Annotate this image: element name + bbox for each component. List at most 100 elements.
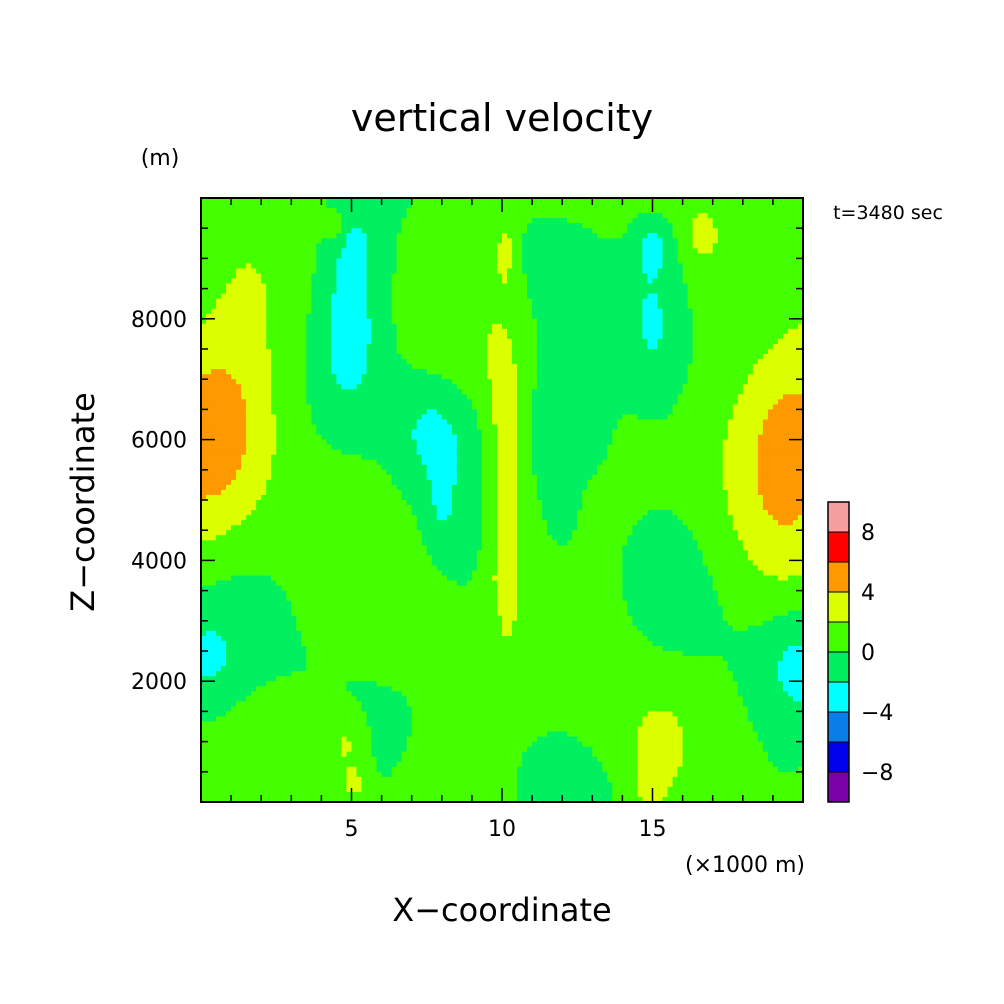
contour-cell	[251, 515, 257, 521]
contour-cell	[236, 782, 242, 788]
contour-cell	[206, 777, 212, 783]
contour-cell	[352, 460, 358, 466]
contour-cell	[306, 666, 312, 672]
contour-cell	[281, 787, 287, 793]
contour-cell	[367, 284, 373, 290]
contour-cell	[241, 545, 247, 551]
contour-cell	[352, 656, 358, 662]
contour-cell	[326, 676, 332, 682]
contour-cell	[276, 419, 282, 425]
contour-cell	[357, 445, 363, 451]
contour-cell	[362, 661, 368, 667]
contour-cell	[362, 203, 368, 209]
contour-cell	[392, 465, 398, 471]
contour-cell	[291, 233, 297, 239]
contour-cell	[291, 636, 297, 642]
contour-cell	[357, 334, 363, 340]
contour-cell	[296, 414, 302, 420]
contour-cell	[326, 520, 332, 526]
contour-cell	[251, 555, 257, 561]
contour-cell	[251, 268, 257, 274]
contour-cell	[261, 450, 267, 456]
contour-cell	[221, 545, 227, 551]
contour-cell	[336, 294, 342, 300]
contour-cell	[362, 555, 368, 561]
contour-cell	[326, 651, 332, 657]
contour-cell	[241, 500, 247, 506]
contour-cell	[206, 274, 212, 280]
contour-cell	[216, 228, 222, 234]
contour-cell	[251, 752, 257, 758]
contour-cell	[336, 425, 342, 431]
contour-cell	[367, 565, 373, 571]
contour-cell	[316, 379, 322, 385]
contour-cell	[226, 586, 232, 592]
contour-cell	[266, 324, 272, 330]
contour-cell	[266, 661, 272, 667]
contour-cell	[236, 505, 242, 511]
contour-cell	[276, 490, 282, 496]
contour-cell	[397, 530, 403, 536]
contour-cell	[336, 611, 342, 617]
contour-cell	[402, 716, 408, 722]
contour-cell	[301, 284, 307, 290]
contour-cell	[407, 218, 413, 224]
contour-cell	[211, 737, 217, 743]
contour-cell	[231, 681, 237, 687]
contour-cell	[336, 274, 342, 280]
contour-cell	[231, 485, 237, 491]
contour-cell	[392, 339, 398, 345]
contour-cell	[246, 480, 252, 486]
contour-cell	[271, 399, 277, 405]
contour-cell	[261, 772, 267, 778]
contour-cell	[372, 334, 378, 340]
contour-cell	[311, 435, 317, 441]
contour-cell	[271, 616, 277, 622]
contour-cell	[226, 394, 232, 400]
contour-cell	[316, 732, 322, 738]
contour-cell	[387, 349, 393, 355]
contour-cell	[377, 364, 383, 370]
contour-cell	[276, 495, 282, 501]
contour-cell	[352, 732, 358, 738]
contour-cell	[336, 535, 342, 541]
contour-cell	[231, 505, 237, 511]
contour-cell	[402, 218, 408, 224]
contour-cell	[256, 289, 262, 295]
contour-cell	[392, 404, 398, 410]
contour-cell	[206, 732, 212, 738]
contour-cell	[241, 324, 247, 330]
contour-cell	[357, 374, 363, 380]
contour-cell	[311, 279, 317, 285]
contour-cell	[372, 379, 378, 385]
contour-cell	[346, 374, 352, 380]
contour-cell	[276, 576, 282, 582]
contour-cell	[256, 435, 262, 441]
contour-cell	[271, 253, 277, 259]
contour-cell	[266, 233, 272, 239]
contour-cell	[251, 414, 257, 420]
contour-cell	[281, 399, 287, 405]
contour-cell	[341, 737, 347, 743]
contour-cell	[382, 737, 388, 743]
contour-cell	[377, 540, 383, 546]
contour-cell	[231, 218, 237, 224]
contour-cell	[241, 777, 247, 783]
contour-cell	[377, 475, 383, 481]
contour-cell	[251, 596, 257, 602]
contour-cell	[301, 656, 307, 662]
contour-cell	[387, 701, 393, 707]
contour-cell	[226, 706, 232, 712]
contour-cell	[271, 258, 277, 264]
contour-cell	[382, 742, 388, 748]
contour-cell	[357, 701, 363, 707]
contour-cell	[216, 510, 222, 516]
contour-cell	[341, 228, 347, 234]
contour-cell	[397, 369, 403, 375]
contour-cell	[216, 324, 222, 330]
contour-cell	[276, 706, 282, 712]
contour-cell	[357, 691, 363, 697]
contour-cell	[266, 792, 272, 798]
contour-cell	[276, 409, 282, 415]
contour-cell	[352, 223, 358, 229]
